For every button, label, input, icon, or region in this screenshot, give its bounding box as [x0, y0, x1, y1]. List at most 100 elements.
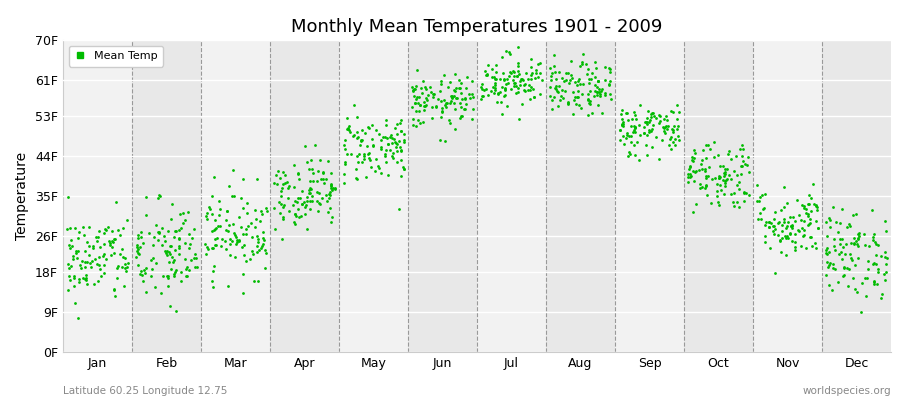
Point — [664, 108, 679, 114]
Point — [76, 224, 90, 230]
Point — [63, 225, 77, 231]
Point — [394, 173, 409, 179]
Point — [107, 236, 122, 242]
Point — [396, 136, 410, 143]
Point — [418, 95, 433, 101]
Point — [627, 152, 642, 158]
Point — [354, 137, 368, 144]
Point — [154, 242, 168, 248]
Point — [842, 223, 857, 230]
Point — [642, 128, 656, 135]
Point — [178, 273, 193, 279]
Point — [645, 144, 660, 150]
Point — [739, 190, 753, 196]
Point — [494, 54, 508, 60]
Point — [410, 94, 424, 100]
Point — [418, 102, 433, 108]
Point — [847, 234, 861, 241]
Point — [652, 120, 666, 126]
Point — [707, 175, 722, 181]
Point — [129, 254, 143, 260]
Point — [561, 101, 575, 108]
Point — [207, 242, 221, 249]
Point — [67, 272, 81, 279]
Point — [779, 252, 794, 259]
Point — [624, 122, 638, 129]
Point — [342, 126, 356, 133]
Point — [750, 182, 764, 188]
Point — [698, 183, 713, 190]
Point — [94, 266, 108, 272]
Point — [308, 142, 322, 148]
Point — [361, 124, 375, 130]
Point — [155, 225, 169, 232]
Point — [230, 236, 244, 243]
Point — [66, 255, 80, 262]
Point — [222, 241, 237, 247]
Point — [838, 251, 852, 257]
Bar — [201, 40, 270, 352]
Point — [642, 119, 656, 125]
Bar — [63, 40, 132, 352]
Point — [200, 210, 214, 216]
Point — [275, 169, 290, 175]
Point — [473, 96, 488, 102]
Point — [763, 220, 778, 226]
Point — [153, 193, 167, 200]
Point — [146, 242, 160, 248]
Point — [687, 178, 701, 185]
Point — [250, 242, 265, 249]
Point — [220, 207, 234, 214]
Point — [849, 238, 863, 244]
Point — [642, 126, 656, 133]
Point — [379, 159, 393, 165]
Point — [655, 136, 670, 143]
Point — [434, 114, 448, 120]
Point — [818, 219, 832, 226]
Point — [518, 88, 532, 95]
Point — [640, 121, 654, 128]
Point — [515, 101, 529, 108]
Point — [410, 96, 424, 102]
Point — [448, 88, 463, 94]
Point — [788, 218, 802, 224]
Point — [392, 144, 407, 150]
Point — [851, 235, 866, 241]
Point — [270, 181, 284, 188]
Point — [81, 243, 95, 249]
Point — [209, 225, 223, 231]
Point — [481, 62, 495, 68]
Point — [705, 176, 719, 182]
Point — [616, 121, 630, 127]
Point — [230, 239, 244, 245]
Point — [91, 234, 105, 240]
Point — [359, 174, 374, 180]
Point — [768, 209, 782, 215]
Point — [383, 147, 398, 154]
Point — [878, 276, 892, 283]
Point — [442, 116, 456, 123]
Point — [724, 156, 738, 162]
Point — [692, 166, 706, 173]
Point — [868, 241, 883, 248]
Point — [519, 70, 534, 76]
Point — [166, 234, 181, 240]
Point — [752, 198, 766, 204]
Point — [422, 84, 436, 90]
Point — [350, 176, 365, 182]
Point — [172, 236, 186, 242]
Point — [323, 181, 338, 188]
Point — [289, 212, 303, 219]
Point — [436, 105, 450, 111]
Point — [182, 231, 196, 237]
Point — [357, 151, 372, 157]
Point — [343, 128, 357, 135]
Point — [305, 193, 320, 199]
Point — [205, 284, 220, 291]
Point — [767, 231, 781, 237]
Point — [277, 172, 292, 178]
Point — [717, 173, 732, 179]
Point — [305, 166, 320, 172]
Point — [381, 172, 395, 178]
Point — [291, 195, 305, 202]
